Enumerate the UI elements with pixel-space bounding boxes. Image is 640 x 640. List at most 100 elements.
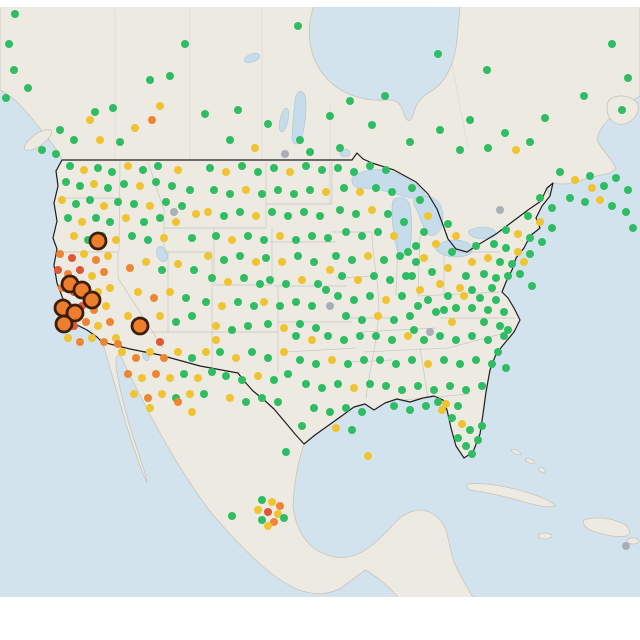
station-marker-yellow[interactable] — [484, 254, 492, 262]
station-marker-green[interactable] — [526, 138, 534, 146]
station-marker-yellow[interactable] — [124, 162, 132, 170]
station-marker-green[interactable] — [172, 318, 180, 326]
station-marker-green[interactable] — [501, 129, 509, 137]
station-marker-green[interactable] — [156, 214, 164, 222]
station-marker-yellow[interactable] — [156, 102, 164, 110]
station-marker-green[interactable] — [276, 302, 284, 310]
station-marker-green[interactable] — [244, 232, 252, 240]
station-marker-green[interactable] — [326, 408, 334, 416]
station-marker-green[interactable] — [120, 180, 128, 188]
station-marker-yellow[interactable] — [186, 390, 194, 398]
station-marker-green[interactable] — [236, 208, 244, 216]
station-marker-yellow[interactable] — [80, 250, 88, 258]
station-marker-green[interactable] — [181, 40, 189, 48]
station-marker-green[interactable] — [462, 272, 470, 280]
station-marker-green[interactable] — [408, 184, 416, 192]
station-marker-green[interactable] — [446, 382, 454, 390]
station-marker-green[interactable] — [234, 106, 242, 114]
station-marker-green[interactable] — [358, 232, 366, 240]
station-marker-green[interactable] — [66, 162, 74, 170]
station-marker-yellow[interactable] — [212, 336, 220, 344]
station-marker-green[interactable] — [270, 164, 278, 172]
station-marker-green[interactable] — [462, 442, 470, 450]
station-marker-green[interactable] — [408, 272, 416, 280]
station-marker-green[interactable] — [318, 166, 326, 174]
station-marker-green[interactable] — [581, 198, 589, 206]
station-marker-yellow[interactable] — [78, 218, 86, 226]
station-marker-yellow[interactable] — [70, 232, 78, 240]
station-marker-orange[interactable] — [132, 354, 140, 362]
station-marker-green[interactable] — [216, 348, 224, 356]
station-marker-yellow[interactable] — [192, 210, 200, 218]
station-marker-green[interactable] — [404, 248, 412, 256]
station-marker-green[interactable] — [412, 242, 420, 250]
station-marker-yellow[interactable] — [432, 240, 440, 248]
station-marker-red-orange[interactable] — [156, 338, 164, 346]
station-marker-green[interactable] — [416, 196, 424, 204]
station-marker-yellow[interactable] — [138, 374, 146, 382]
station-marker-green[interactable] — [240, 274, 248, 282]
station-marker-green[interactable] — [262, 254, 270, 262]
station-marker-yellow[interactable] — [254, 506, 262, 514]
station-marker-green[interactable] — [294, 252, 302, 260]
station-marker-green[interactable] — [452, 336, 460, 344]
station-marker-green[interactable] — [408, 356, 416, 364]
station-marker-green[interactable] — [264, 120, 272, 128]
station-marker-green[interactable] — [376, 356, 384, 364]
station-marker-green[interactable] — [504, 272, 512, 280]
station-marker-green[interactable] — [306, 148, 314, 156]
station-marker-green[interactable] — [190, 266, 198, 274]
station-marker-green[interactable] — [280, 514, 288, 522]
station-marker-yellow[interactable] — [251, 144, 259, 152]
station-marker-yellow[interactable] — [102, 302, 110, 310]
station-marker-green[interactable] — [484, 306, 492, 314]
station-marker-green[interactable] — [186, 186, 194, 194]
station-marker-green[interactable] — [290, 190, 298, 198]
station-marker-green[interactable] — [410, 326, 418, 334]
station-marker-yellow[interactable] — [172, 218, 180, 226]
station-marker-green[interactable] — [390, 402, 398, 410]
station-marker-green[interactable] — [244, 322, 252, 330]
station-marker-green[interactable] — [38, 146, 46, 154]
station-marker-yellow[interactable] — [130, 390, 138, 398]
station-marker-green[interactable] — [502, 226, 510, 234]
station-marker-red-orange[interactable] — [68, 254, 76, 262]
station-marker-green[interactable] — [254, 168, 262, 176]
large-station-marker[interactable] — [88, 231, 108, 251]
station-marker-yellow[interactable] — [442, 400, 450, 408]
station-marker-green[interactable] — [178, 202, 186, 210]
station-marker-green[interactable] — [228, 326, 236, 334]
station-marker-yellow[interactable] — [166, 374, 174, 382]
station-marker-green[interactable] — [352, 210, 360, 218]
station-marker-green[interactable] — [526, 234, 534, 242]
station-marker-green[interactable] — [456, 360, 464, 368]
station-marker-green[interactable] — [466, 426, 474, 434]
station-marker-green[interactable] — [318, 384, 326, 392]
station-marker-red-orange[interactable] — [76, 266, 84, 274]
station-marker-green[interactable] — [454, 434, 462, 442]
station-marker-yellow[interactable] — [286, 168, 294, 176]
station-marker-yellow[interactable] — [252, 212, 260, 220]
station-marker-yellow[interactable] — [588, 184, 596, 192]
station-marker-green[interactable] — [338, 272, 346, 280]
station-marker-yellow[interactable] — [232, 354, 240, 362]
station-marker-green[interactable] — [478, 382, 486, 390]
station-marker-yellow[interactable] — [134, 288, 142, 296]
station-marker-yellow[interactable] — [390, 232, 398, 240]
station-marker-yellow[interactable] — [520, 258, 528, 266]
station-marker-green[interactable] — [342, 404, 350, 412]
station-marker-green[interactable] — [86, 196, 94, 204]
station-marker-green[interactable] — [242, 398, 250, 406]
station-marker-yellow[interactable] — [158, 390, 166, 398]
station-marker-green[interactable] — [398, 292, 406, 300]
station-marker-yellow[interactable] — [228, 236, 236, 244]
station-marker-green[interactable] — [332, 252, 340, 260]
map-canvas[interactable] — [0, 7, 640, 597]
station-marker-green[interactable] — [381, 92, 389, 100]
station-marker-green[interactable] — [372, 332, 380, 340]
station-marker-yellow[interactable] — [514, 248, 522, 256]
station-marker-yellow[interactable] — [226, 394, 234, 402]
station-marker-green[interactable] — [424, 296, 432, 304]
station-marker-green[interactable] — [248, 348, 256, 356]
station-marker-yellow[interactable] — [204, 208, 212, 216]
